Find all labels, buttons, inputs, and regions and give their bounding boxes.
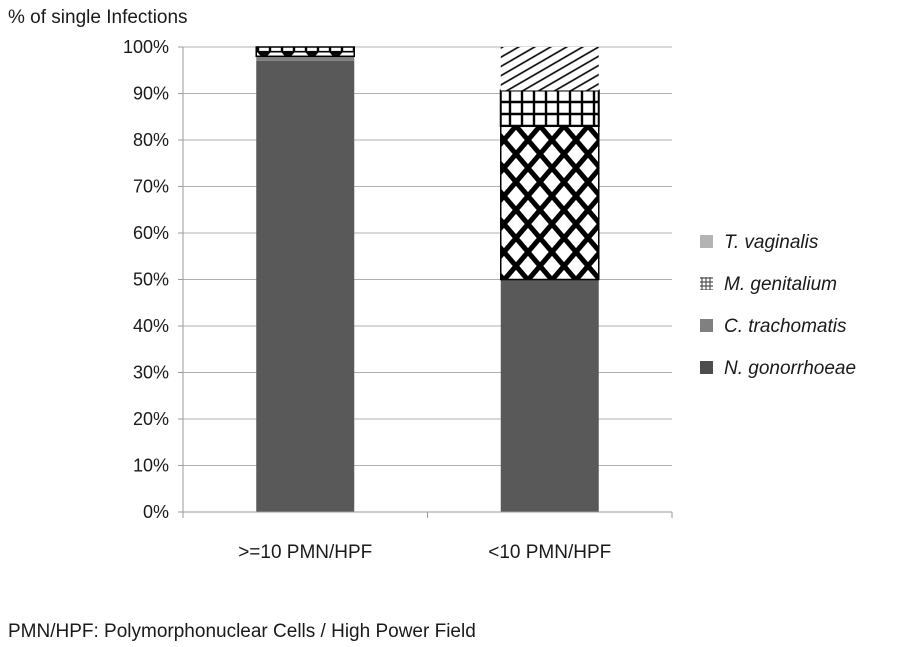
footnote: PMN/HPF: Polymorphonuclear Cells / High …	[8, 621, 476, 642]
y-tick-label: 60%	[133, 223, 169, 243]
y-tick-labels: 0% 10% 20% 30% 40% 50% 60% 70% 80% 90% 100%	[123, 37, 183, 522]
y-tick-label: 90%	[133, 84, 169, 104]
y-tick-label: 40%	[133, 316, 169, 336]
y-tick-label: 10%	[133, 456, 169, 476]
y-axis-label: % of single Infections	[8, 7, 188, 28]
bar-segment	[500, 47, 599, 91]
bar-segment	[500, 125, 600, 281]
y-tick-label: 50%	[133, 270, 169, 290]
category-label: >=10 PMN/HPF	[238, 542, 372, 563]
category-label: <10 PMN/HPF	[488, 542, 611, 563]
category-labels: >=10 PMN/HPF <10 PMN/HPF	[238, 542, 611, 563]
bar-segment	[256, 56, 355, 61]
legend-swatch	[700, 235, 713, 248]
y-tick-label: 20%	[133, 409, 169, 429]
bar-segment	[255, 46, 355, 53]
legend-swatch	[700, 361, 713, 374]
bars	[255, 46, 600, 512]
y-tick-label: 80%	[133, 130, 169, 150]
y-tick-label: 30%	[133, 363, 169, 383]
y-tick-label: 0%	[143, 502, 169, 522]
y-tick-label: 70%	[133, 177, 169, 197]
axes	[182, 47, 673, 518]
bar-segment	[500, 279, 599, 512]
y-tick-label: 100%	[123, 37, 169, 57]
bar-segment	[499, 89, 600, 128]
legend-label: C. trachomatis	[724, 316, 847, 337]
legend-swatch	[700, 277, 713, 290]
legend-label: M. genitalium	[724, 274, 837, 295]
bar-segment	[256, 60, 355, 512]
legend-swatch	[700, 319, 713, 332]
legend: T. vaginalis M. genitalium C. trachomatis N…	[700, 232, 856, 379]
legend-label: N. gonorrhoeae	[724, 358, 856, 379]
legend-label: T. vaginalis	[724, 232, 819, 253]
